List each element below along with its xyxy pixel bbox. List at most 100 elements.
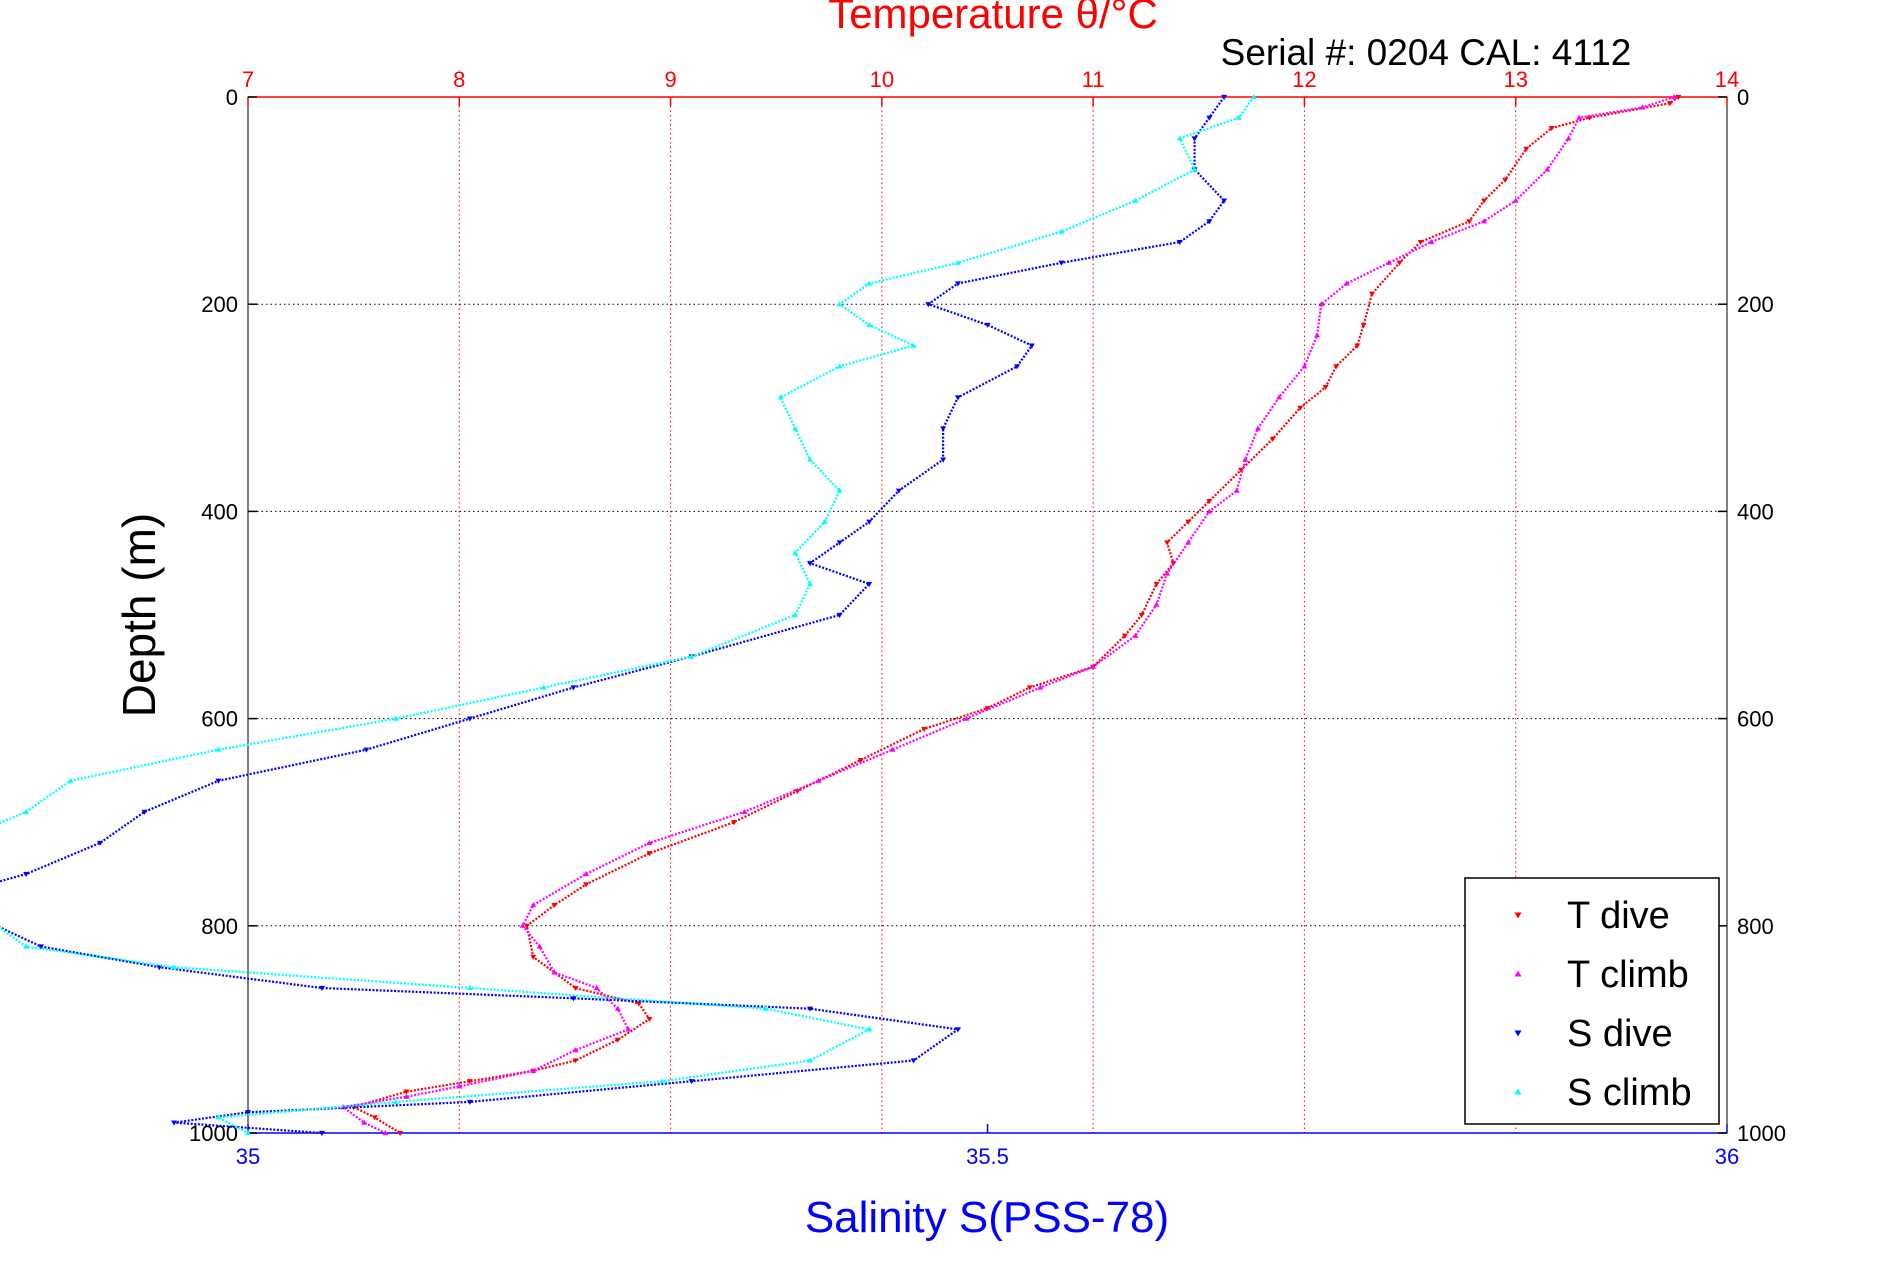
data-point-s-dive [23,871,30,877]
data-point-t-dive [1502,177,1509,183]
data-point-s-dive [836,612,843,618]
data-point-t-climb [646,839,653,846]
data-point-t-dive [1523,146,1530,152]
legend-label-s-climb: S climb [1567,1072,1692,1114]
data-point-s-climb [1132,197,1139,203]
depth-tick-label-left: 600 [201,707,238,732]
depth-tick-label-right: 1000 [1737,1121,1786,1146]
data-point-t-climb [593,984,600,991]
data-point-s-climb [1250,94,1257,100]
data-point-t-dive [1360,322,1367,328]
data-point-t-climb [1428,239,1435,245]
data-point-t-climb [519,922,526,928]
data-point-t-dive [1586,115,1593,121]
data-point-t-climb [1671,94,1678,100]
legend-label-t-climb: T climb [1567,954,1689,996]
data-point-t-dive [1164,540,1171,546]
data-point-t-dive [1466,219,1473,225]
data-point-s-dive [954,281,961,287]
data-point-t-dive [466,1079,473,1085]
data-point-s-climb [836,487,843,493]
temperature-tick-label: 8 [453,67,465,92]
legend-marker-s-dive [1514,1030,1522,1037]
data-point-t-dive [403,1089,410,1095]
data-point-s-climb [836,363,843,369]
legend: T dive T climb S dive S climb [1464,877,1720,1125]
data-point-t-climb [889,746,896,752]
data-point-t-dive [1333,364,1340,370]
temperature-tick-label: 14 [1715,67,1739,92]
data-point-t-dive [857,757,864,764]
data-point-t-climb [625,1026,632,1032]
data-point-t-climb [1090,663,1097,669]
chart-title: Temperature θ/°C [828,0,1158,37]
data-point-t-climb [1314,332,1321,338]
data-point-s-climb [807,580,814,587]
data-point-t-climb [382,1130,389,1136]
data-point-s-dive [984,322,991,328]
data-point-s-climb [67,777,74,783]
data-point-t-climb [1164,570,1171,576]
data-point-t-climb [1185,539,1192,545]
data-point-s-dive [1014,364,1021,370]
series-trace-t-climb [340,95,1675,1134]
data-point-t-dive [1185,519,1192,525]
data-point-s-climb [23,808,30,814]
chart-subtitle: Serial #: 0204 CAL: 4112 [1221,32,1632,73]
data-point-t-dive [1121,633,1128,639]
data-point-s-dive [1191,136,1198,142]
data-point-t-dive [1548,125,1555,132]
data-point-s-dive [925,302,932,308]
data-point-s-climb [245,1130,251,1136]
grid [248,97,1727,1133]
data-point-t-dive [1297,405,1304,411]
data-point-s-dive [215,778,222,784]
data-point-s-climb [392,715,399,721]
data-point-t-climb [815,777,822,783]
data-point-s-climb [392,1098,399,1105]
data-point-t-dive [1417,239,1424,246]
data-point-s-dive [171,1120,178,1126]
data-point-t-dive [583,882,590,888]
series-trace-s-dive [0,96,1226,1135]
data-point-s-dive [141,809,148,815]
data-point-t-climb [1254,425,1261,431]
data-point-t-climb [1385,259,1392,265]
data-point-t-climb [551,969,558,975]
data-point-t-dive [371,1115,378,1121]
series-trace-t-dive [350,96,1680,1134]
data-point-t-dive [1153,581,1160,587]
data-point-t-climb [572,1047,579,1053]
legend-label-s-dive: S dive [1567,1013,1673,1055]
data-point-s-climb [215,1114,222,1120]
data-point-s-dive [866,519,873,525]
data-point-s-climb [171,964,178,970]
data-point-s-dive [807,1006,814,1012]
temperature-tick-label: 11 [1082,67,1105,92]
data-point-s-dive [1206,219,1213,225]
data-point-s-climb [1235,114,1242,120]
data-point-s-climb [792,549,799,555]
data-point-s-dive [318,1130,325,1136]
data-point-t-dive [572,985,579,991]
series-t-climb [340,94,1678,1136]
data-point-s-dive [910,1058,917,1064]
data-point-s-dive [954,395,961,401]
data-point-t-dive [1269,436,1276,442]
data-point-t-dive [921,726,928,732]
data-point-t-dive [1238,467,1245,473]
data-point-t-dive [1026,685,1033,691]
data-point-t-climb [536,943,543,949]
data-point-t-dive [1369,291,1376,297]
data-point-t-dive [530,954,537,960]
data-point-s-dive [1028,343,1035,349]
data-point-t-climb [1037,684,1044,690]
data-point-s-climb [540,684,547,690]
depth-tick-label-right: 200 [1737,292,1774,317]
data-point-s-climb [954,259,961,265]
depth-tick-label-left: 200 [201,292,238,317]
data-point-s-climb [762,1005,769,1011]
data-point-s-climb [215,746,222,752]
data-point-s-dive [318,985,325,991]
series-layer [0,94,1682,1136]
